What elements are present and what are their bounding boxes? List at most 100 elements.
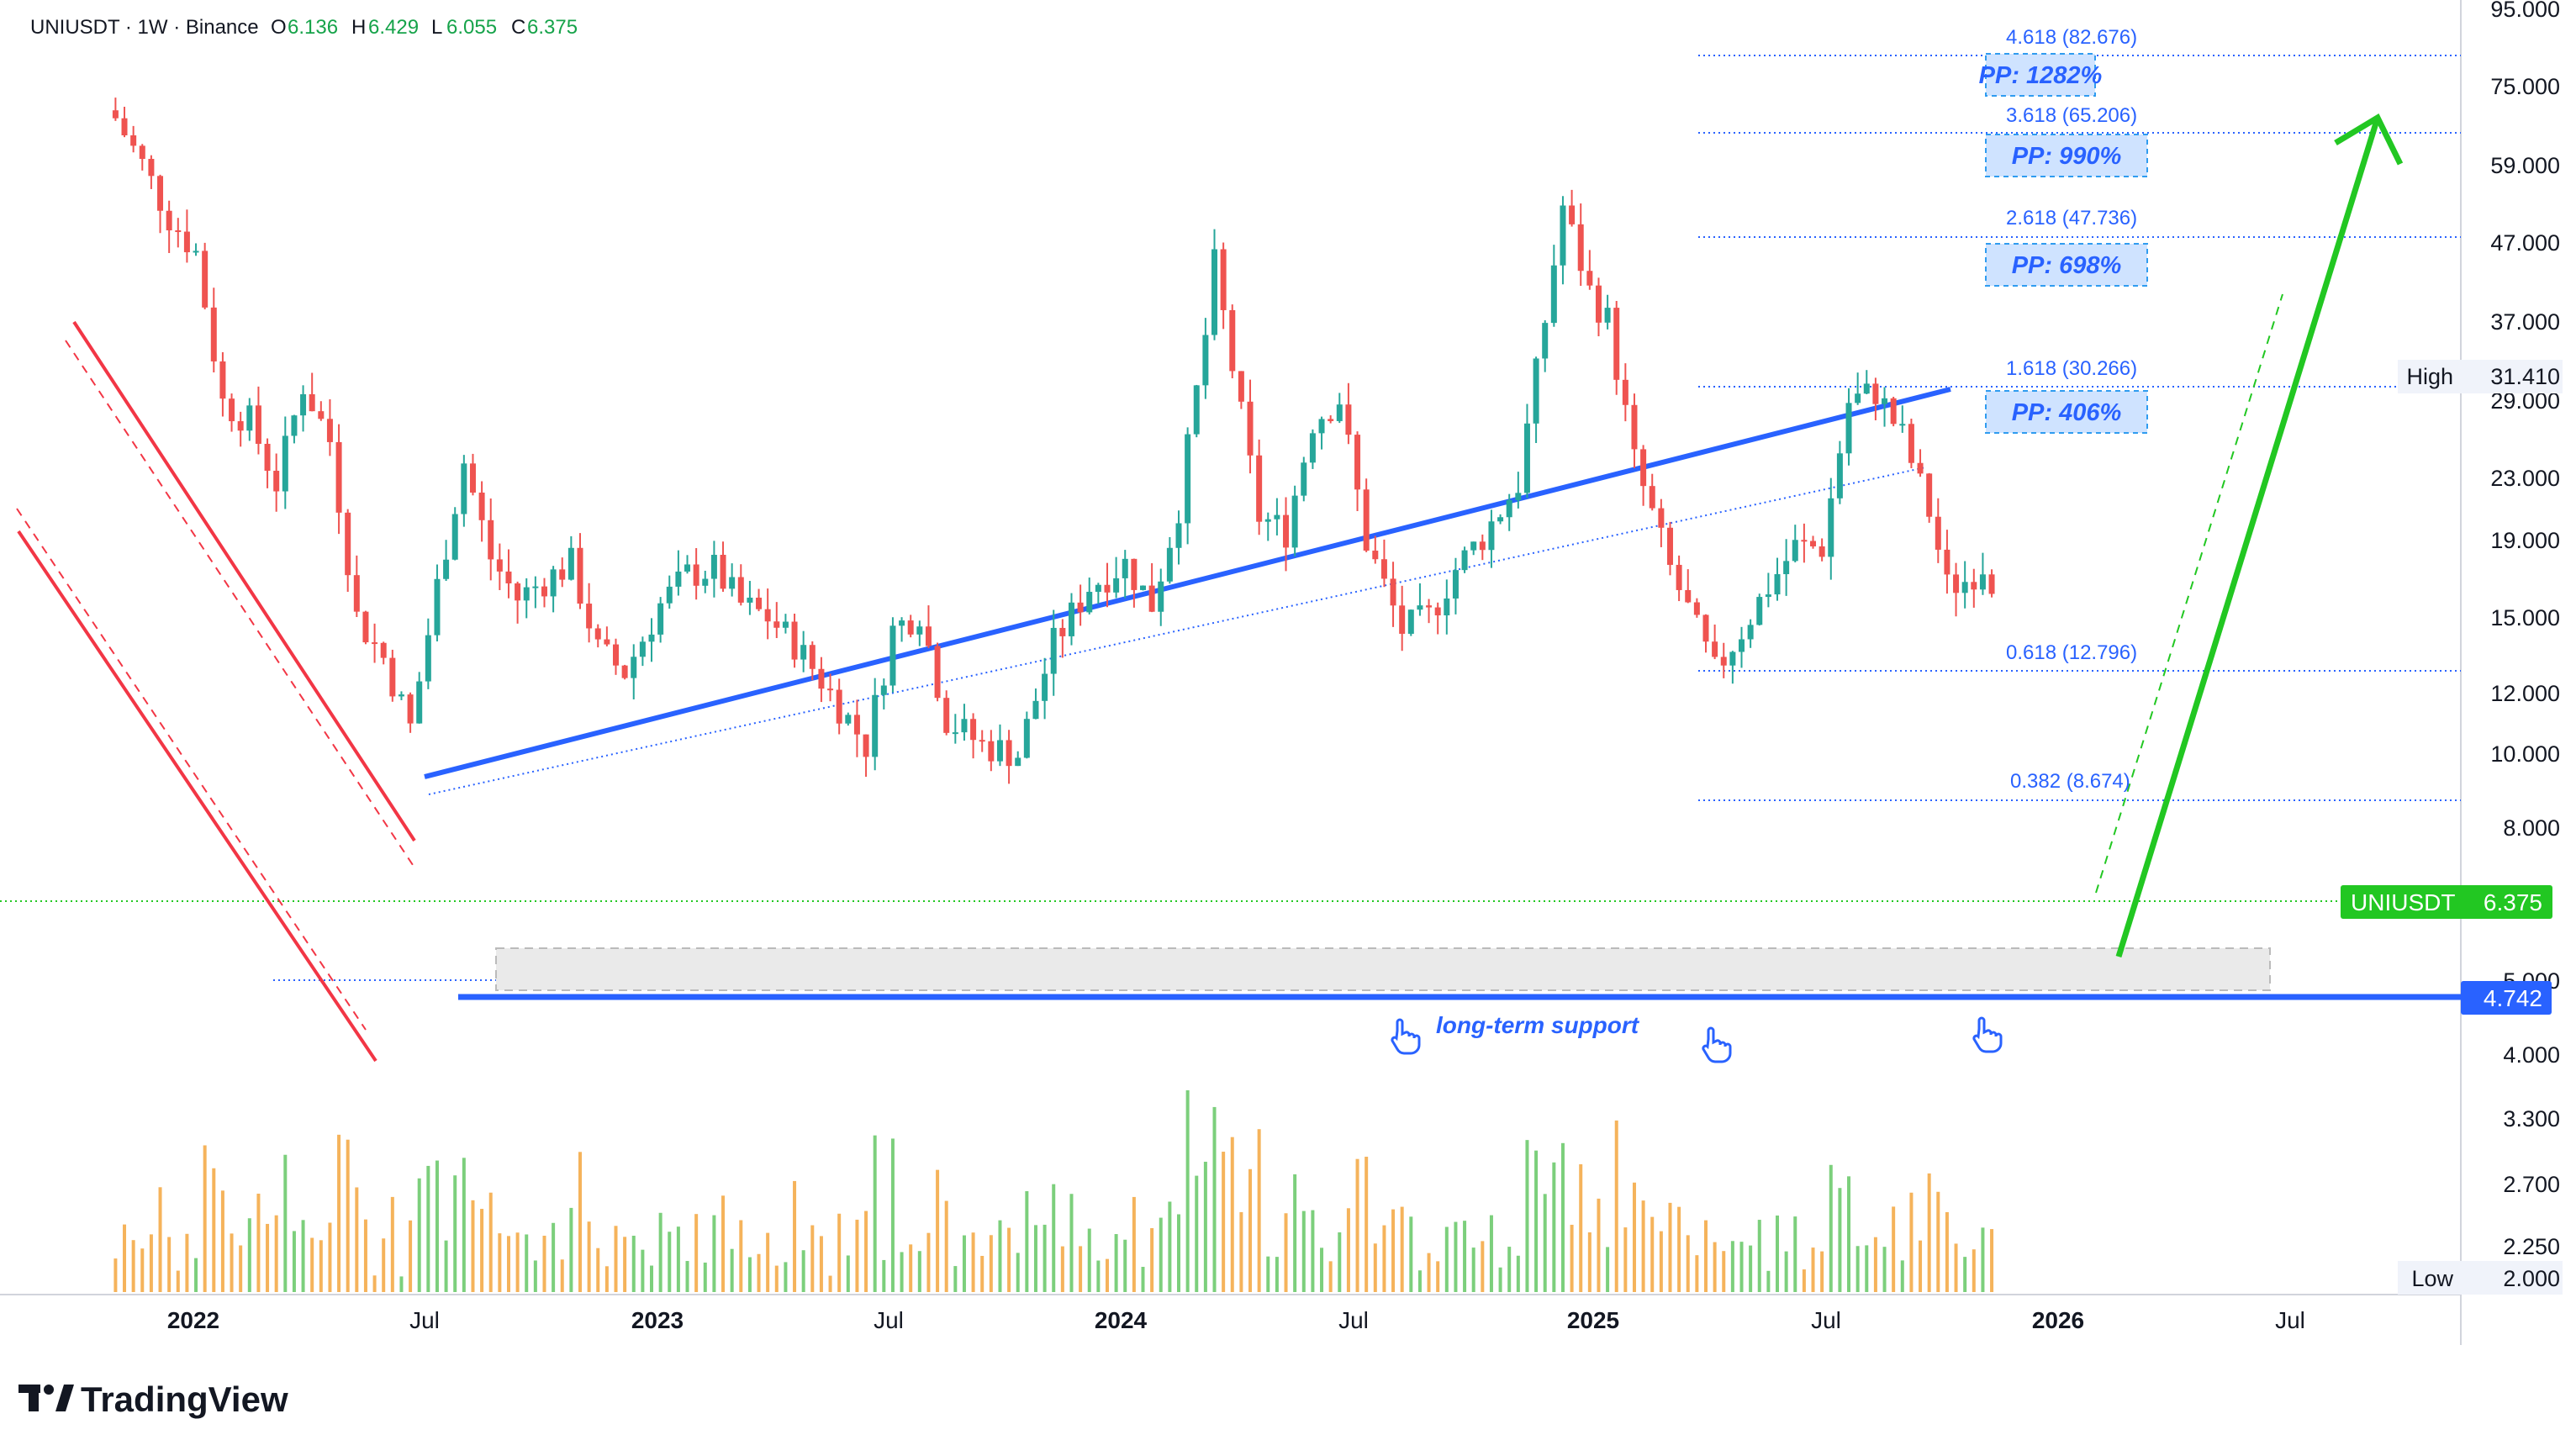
volume-bar (909, 1244, 913, 1292)
candle-body (1068, 602, 1074, 636)
high-value: 6.429 (368, 16, 419, 39)
candle-body (505, 571, 512, 583)
tradingview-logo[interactable]: TradingView (18, 1379, 288, 1419)
volume-bar (1606, 1247, 1610, 1292)
candle-body (1988, 574, 1995, 594)
volume-bar (1007, 1227, 1011, 1292)
candle-body (1569, 205, 1576, 224)
volume-bar (1177, 1214, 1181, 1292)
volume-bar (131, 1240, 135, 1292)
candle-body (1417, 605, 1423, 610)
candle-body (1354, 435, 1361, 490)
target-arrow-shaft (2115, 116, 2381, 958)
candle-body (764, 609, 771, 622)
volume-bar (542, 1235, 546, 1292)
volume-bar (596, 1247, 600, 1292)
candle-body (398, 694, 404, 697)
candle-body (407, 694, 414, 724)
candle-body (1488, 521, 1495, 551)
symbol-legend[interactable]: UNIUSDT · 1W · Binance O 6.136 H 6.429 L… (30, 16, 578, 39)
volume-bar (1400, 1206, 1404, 1292)
volume-bar (1284, 1213, 1288, 1292)
candle-body (988, 741, 995, 762)
volume-bar (471, 1200, 475, 1292)
volume-bar (631, 1236, 636, 1292)
volume-bar (1695, 1255, 1699, 1292)
candle-body (639, 641, 646, 657)
volume-bar (1963, 1257, 1967, 1292)
time-axis[interactable]: 2022 Jul 2023 Jul 2024 Jul 2025 Jul 2026… (167, 1307, 2305, 1333)
volume-bar (1900, 1260, 1904, 1292)
volume-bar (328, 1222, 332, 1292)
channel-dashed-lower (16, 508, 367, 1031)
candle-body (1586, 271, 1593, 286)
candle-body (461, 463, 467, 514)
volume-bar (1275, 1257, 1279, 1292)
candle-body (309, 393, 315, 412)
volume-bar (1141, 1267, 1145, 1292)
pp-label-406: PP: 406% (2012, 399, 2122, 426)
tradingview-logo-icon (18, 1385, 74, 1411)
candle-body (1917, 462, 1924, 474)
candle-body (1479, 541, 1486, 551)
candle-body (657, 603, 664, 635)
candle-body (1577, 224, 1584, 272)
candle-body (729, 577, 736, 589)
low-label: L (431, 16, 442, 39)
fib-label-2618: 2.618 (47.736) (2006, 207, 2137, 229)
volume-bar (855, 1219, 859, 1292)
volume-bar (1087, 1228, 1091, 1292)
volume-bar (953, 1266, 958, 1292)
volume-bar (1677, 1206, 1681, 1292)
volume-bar (757, 1253, 761, 1292)
volume-bar (1266, 1256, 1270, 1292)
volume-bar (1185, 1090, 1190, 1292)
candle-body (747, 597, 753, 603)
volume-bar (453, 1175, 457, 1292)
y-tick-label: 2.700 (2503, 1172, 2560, 1197)
candle-body (389, 657, 396, 697)
candle-body (1139, 585, 1146, 590)
candle-body (496, 559, 503, 572)
candle-body (925, 626, 932, 646)
candle-body (255, 405, 261, 444)
pointer-hand-icon-3 (1972, 1016, 2003, 1053)
volume-bar (882, 1259, 886, 1292)
high-value: 31.410 (2490, 364, 2560, 389)
candle-body (1515, 493, 1522, 501)
candle-body (567, 547, 574, 580)
candle-body (416, 681, 423, 724)
pointer-hand-icon-1 (1391, 1018, 1421, 1055)
candle-body (246, 405, 253, 431)
volume-bar (1641, 1200, 1645, 1292)
candle-body (666, 586, 673, 604)
candle-body (1274, 514, 1280, 520)
candle-body (1702, 615, 1709, 642)
candle-body (1023, 719, 1030, 758)
volume-bar (1865, 1245, 1869, 1292)
volume-bar (962, 1235, 966, 1292)
candle-body (229, 398, 235, 422)
channel-upper-line (72, 320, 416, 842)
candle-body (979, 740, 985, 742)
high-label: High (2406, 364, 2453, 389)
candle-body (1595, 285, 1602, 323)
volume-bar (1507, 1247, 1512, 1292)
volume-bar (1079, 1246, 1083, 1292)
candle-body (1631, 404, 1638, 450)
support-zone (495, 947, 2271, 991)
candle-body (1185, 434, 1191, 524)
pp-box-990: PP: 990% (1985, 134, 2148, 177)
candle-body (604, 639, 610, 645)
volume-bar (668, 1232, 672, 1292)
price-axis[interactable]: 95.000 75.000 59.000 47.000 37.000 29.00… (2490, 0, 2560, 1259)
candle-body (1122, 558, 1128, 578)
volume-bar (1516, 1255, 1520, 1292)
open-label: O (271, 16, 287, 39)
target-arrow-head (2334, 113, 2404, 166)
candle-body (853, 715, 860, 735)
candle-body (1175, 523, 1182, 548)
candle-body (157, 176, 164, 211)
candle-body (1470, 541, 1477, 551)
